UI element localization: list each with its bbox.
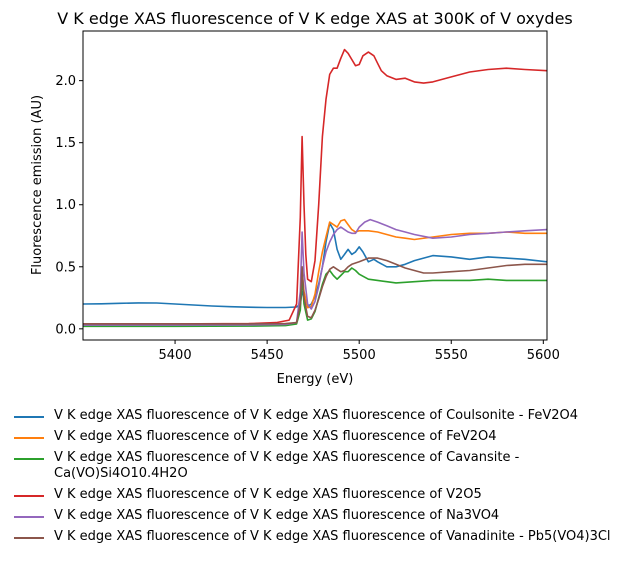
legend-swatch xyxy=(14,537,44,539)
x-tick-label: 5600 xyxy=(527,348,560,363)
series-line-5 xyxy=(83,257,547,325)
x-tick-label: 5500 xyxy=(343,348,376,363)
xas-line-chart: V K edge XAS fluorescence of V K edge XA… xyxy=(30,9,573,387)
y-axis: 0.0 0.5 1.0 1.5 2.0 xyxy=(55,74,83,337)
plot-area xyxy=(82,30,548,341)
legend-item: V K edge XAS fluorescence of V K edge XA… xyxy=(14,450,626,482)
legend-swatch xyxy=(14,437,44,439)
series-layer xyxy=(83,48,547,328)
series-line-0 xyxy=(83,222,547,309)
legend-item: V K edge XAS fluorescence of V K edge XA… xyxy=(14,429,626,445)
legend-swatch xyxy=(14,516,44,518)
x-tick-label: 5450 xyxy=(251,348,284,363)
legend-label: V K edge XAS fluorescence of V K edge XA… xyxy=(54,487,482,502)
legend-label: V K edge XAS fluorescence of V K edge XA… xyxy=(54,450,520,481)
y-tick-label: 1.0 xyxy=(55,198,76,213)
x-axis: 5400 5450 5500 5550 5600 xyxy=(159,340,560,363)
chart-title: V K edge XAS fluorescence of V K edge XA… xyxy=(57,9,573,28)
series-line-4 xyxy=(83,218,547,326)
y-axis-label: Fluorescence emission (AU) xyxy=(30,95,45,275)
legend-label: V K edge XAS fluorescence of V K edge XA… xyxy=(54,429,497,444)
legend-item: V K edge XAS fluorescence of V K edge XA… xyxy=(14,408,626,424)
plot-frame xyxy=(82,30,548,341)
legend-item: V K edge XAS fluorescence of V K edge XA… xyxy=(14,487,626,503)
legend-item: V K edge XAS fluorescence of V K edge XA… xyxy=(14,508,626,524)
legend-label: V K edge XAS fluorescence of V K edge XA… xyxy=(54,408,579,423)
x-axis-label: Energy (eV) xyxy=(277,372,354,387)
legend: V K edge XAS fluorescence of V K edge XA… xyxy=(14,408,626,550)
legend-swatch xyxy=(14,495,44,497)
legend-swatch xyxy=(14,416,44,418)
y-tick-label: 0.0 xyxy=(55,322,76,337)
y-tick-label: 0.5 xyxy=(55,260,76,275)
legend-swatch xyxy=(14,458,44,460)
legend-item: V K edge XAS fluorescence of V K edge XA… xyxy=(14,529,626,545)
legend-label: V K edge XAS fluorescence of V K edge XA… xyxy=(54,508,500,523)
x-tick-label: 5550 xyxy=(435,348,468,363)
legend-label: V K edge XAS fluorescence of V K edge XA… xyxy=(54,529,611,544)
series-line-3 xyxy=(83,48,547,325)
x-tick-label: 5400 xyxy=(159,348,192,363)
y-tick-label: 1.5 xyxy=(55,136,76,151)
y-tick-label: 2.0 xyxy=(55,74,76,89)
